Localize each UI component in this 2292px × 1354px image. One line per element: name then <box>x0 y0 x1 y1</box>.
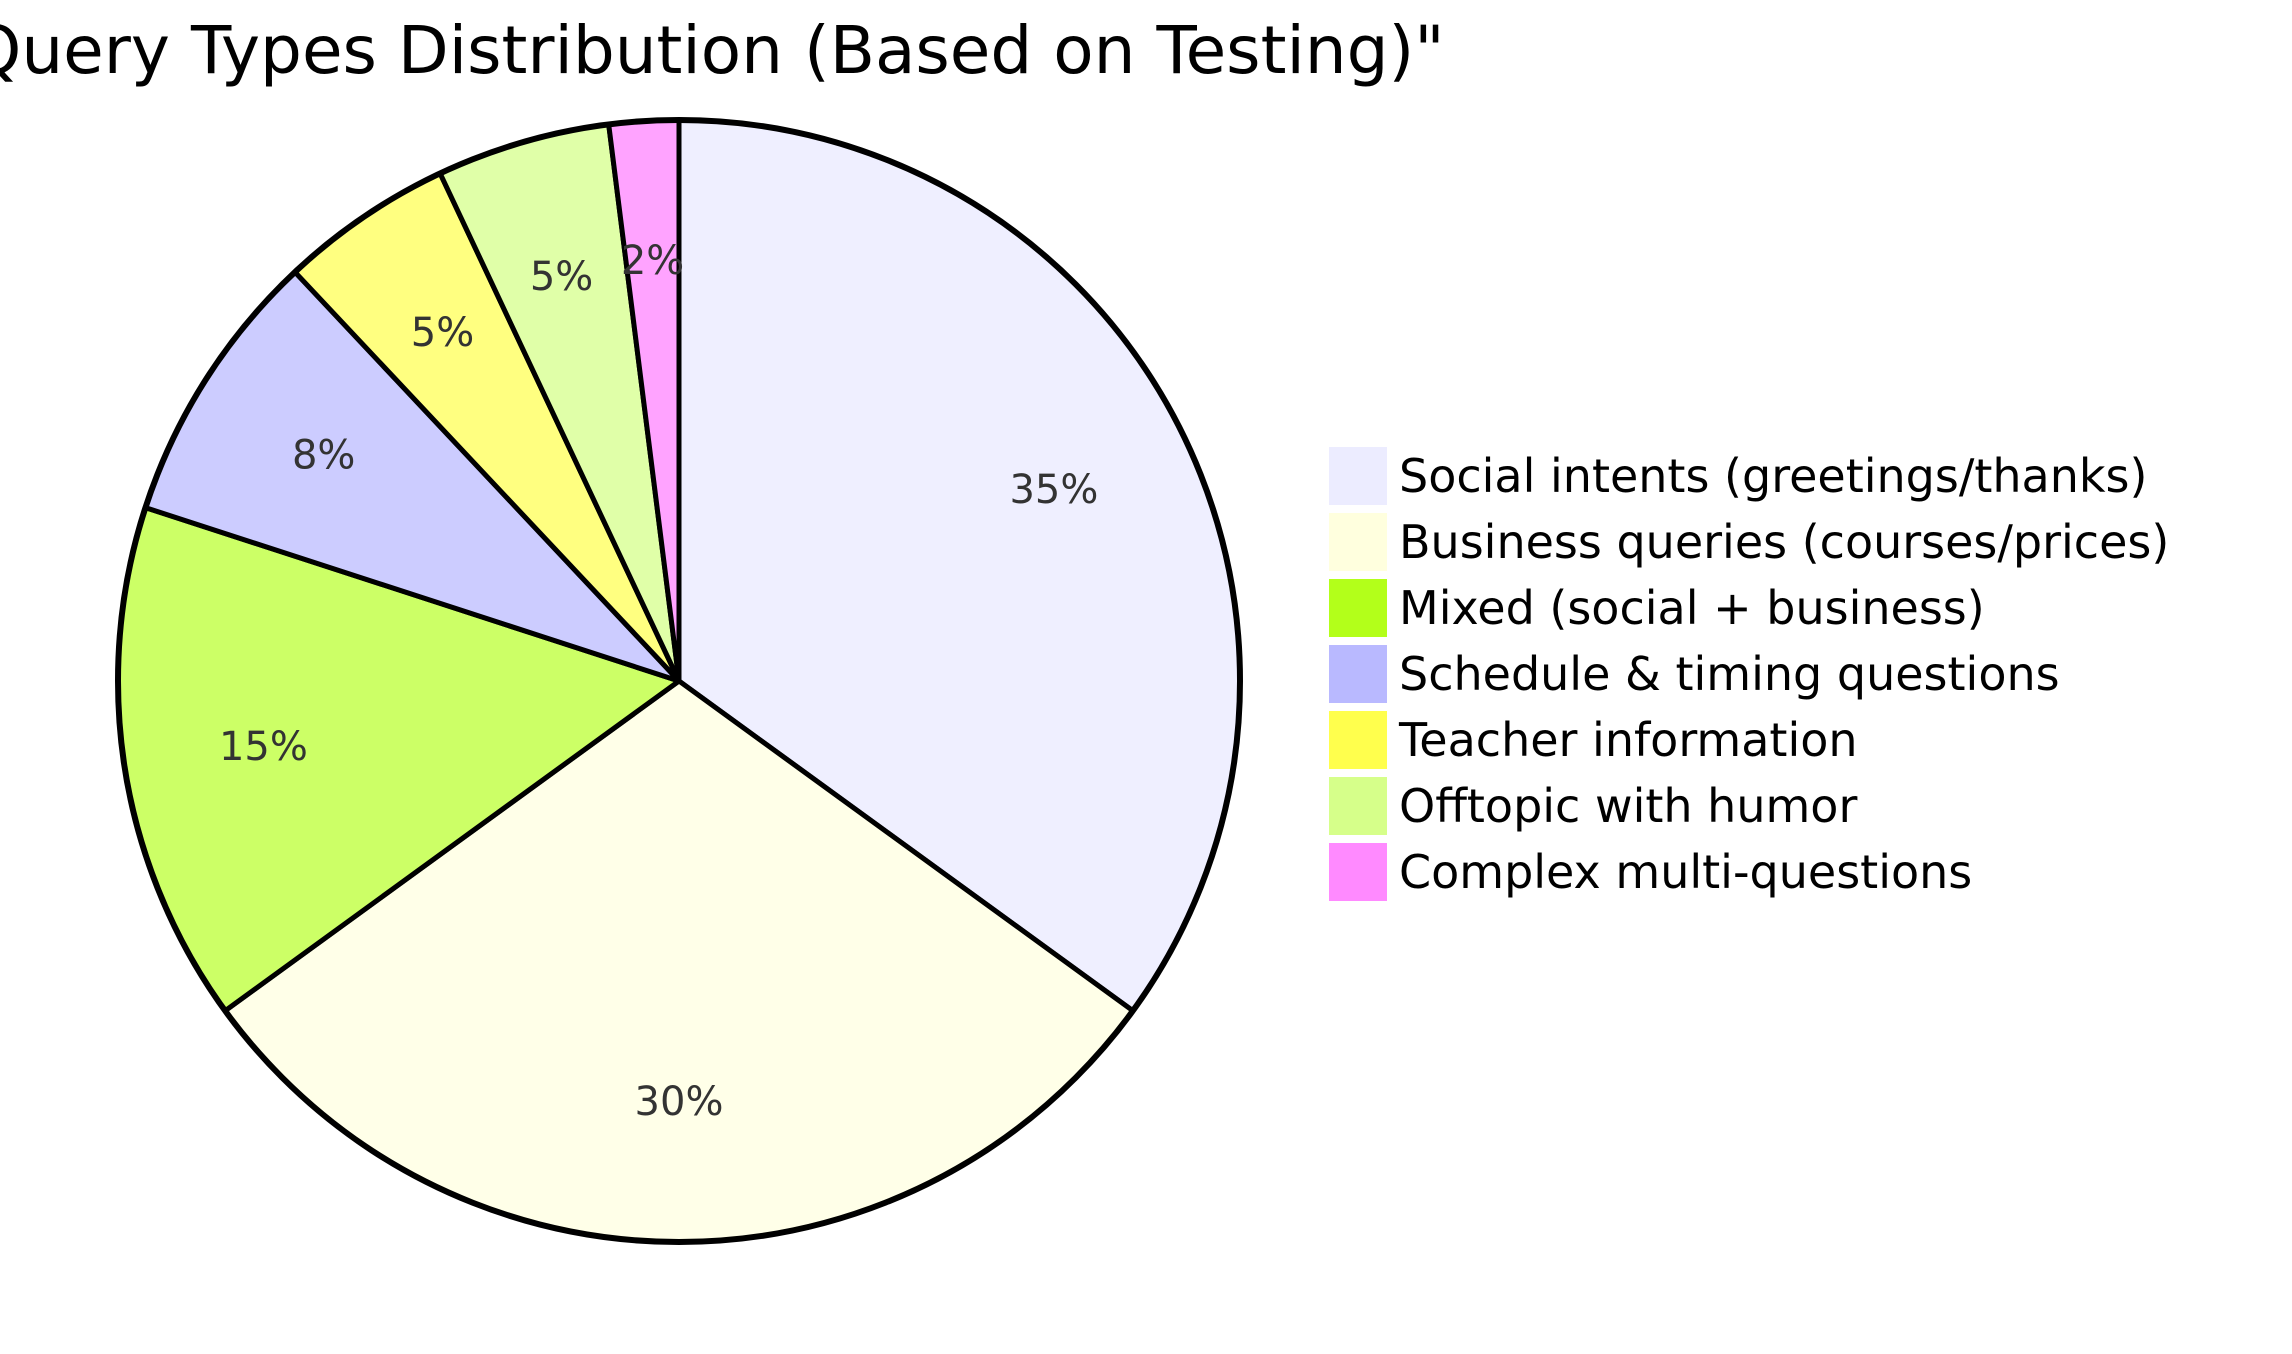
slice-percent-label: 30% <box>635 1079 724 1125</box>
pie-outer-ring <box>115 117 1243 1245</box>
legend-item: Social intents (greetings/thanks) <box>1329 447 2147 505</box>
legend-swatch <box>1329 579 1387 637</box>
legend-label: Offtopic with humor <box>1399 779 1857 833</box>
slice-percent-label: 2% <box>621 238 684 284</box>
legend-swatch <box>1329 843 1387 901</box>
slice-percent-label: 8% <box>292 433 355 479</box>
slice-percent-label: 15% <box>219 724 308 770</box>
legend-item: Business queries (courses/prices) <box>1329 513 2169 571</box>
legend-label: Teacher information <box>1398 713 1858 767</box>
slice-labels: 35% 30% 15% 8% 5% 5% 2% <box>219 238 1098 1125</box>
legend-swatch <box>1329 711 1387 769</box>
legend-item: Schedule & timing questions <box>1329 645 2060 703</box>
legend-item: Mixed (social + business) <box>1329 579 1985 637</box>
slice-percent-label: 5% <box>530 254 593 300</box>
slice-percent-label: 35% <box>1009 467 1098 513</box>
legend-item: Offtopic with humor <box>1329 777 1857 835</box>
legend-swatch <box>1329 777 1387 835</box>
legend-label: Schedule & timing questions <box>1399 647 2060 701</box>
chart-title: Query Types Distribution (Based on Testi… <box>0 12 1445 89</box>
legend-label: Social intents (greetings/thanks) <box>1399 449 2147 503</box>
legend-label: Complex multi-questions <box>1399 845 1972 899</box>
pie-slices <box>115 117 1243 1245</box>
legend-item: Teacher information <box>1329 711 1858 769</box>
legend-swatch <box>1329 645 1387 703</box>
legend-label: Business queries (courses/prices) <box>1399 515 2169 569</box>
slice-percent-label: 5% <box>411 310 474 356</box>
legend: Social intents (greetings/thanks) Busines… <box>1329 447 2169 901</box>
legend-item: Complex multi-questions <box>1329 843 1972 901</box>
legend-swatch <box>1329 513 1387 571</box>
pie-outline <box>115 117 1243 1245</box>
legend-swatch <box>1329 447 1387 505</box>
legend-label: Mixed (social + business) <box>1399 581 1985 635</box>
